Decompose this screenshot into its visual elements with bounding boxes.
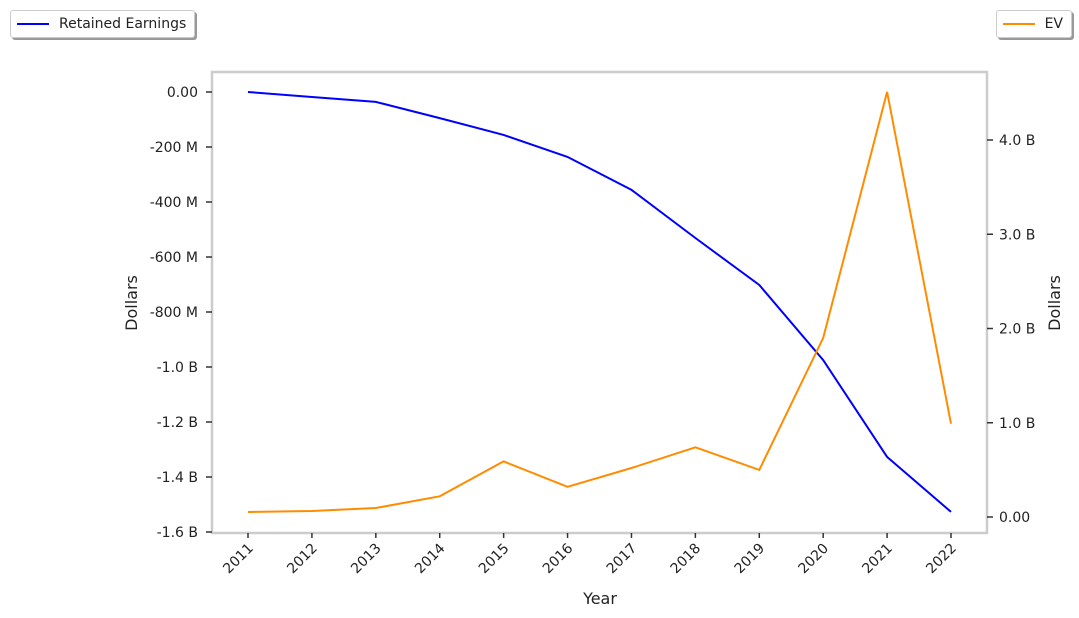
x-tick-label: 2022 [923, 541, 960, 578]
left-axis-label: Dollars [122, 275, 141, 331]
x-tick-label: 2015 [476, 541, 513, 578]
series-line-ev [247, 91, 952, 513]
left-tick-label: -1.0 B [157, 360, 198, 376]
x-tick-label: 2014 [412, 540, 449, 577]
right-tick-label: 0.00 [999, 510, 1030, 526]
x-tick-label: 2021 [859, 541, 896, 578]
right-tick-label: 3.0 B [999, 227, 1035, 243]
legend-ev: EV [995, 10, 1072, 38]
left-tick-label: -1.6 B [157, 525, 198, 541]
legend-label: EV [1044, 16, 1063, 32]
left-tick-label: -400 M [150, 195, 198, 211]
legend-swatch [17, 23, 49, 25]
x-tick-label: 2012 [284, 541, 321, 578]
x-tick-label: 2020 [795, 541, 832, 578]
right-tick-label: 2.0 B [999, 322, 1035, 338]
left-tick-label: -600 M [150, 250, 198, 266]
legend-swatch [1002, 23, 1035, 25]
x-tick-label: 2017 [604, 541, 641, 578]
series-line-retained-earnings [247, 91, 952, 513]
left-tick-label: -1.2 B [157, 415, 198, 431]
right-tick-label: 4.0 B [999, 133, 1035, 149]
x-tick-label: 2013 [348, 541, 385, 578]
x-tick-label: 2011 [220, 541, 257, 578]
right-axis-label: Dollars [1045, 275, 1064, 331]
left-tick-label: 0.00 [167, 85, 198, 101]
right-tick-label: 1.0 B [999, 416, 1035, 432]
x-tick-label: 2019 [732, 541, 769, 578]
x-axis-label: Year [582, 589, 617, 608]
x-tick-label: 2016 [540, 540, 577, 577]
plot-area [210, 70, 989, 535]
left-tick-label: -800 M [150, 305, 198, 321]
left-tick-label: -200 M [150, 140, 198, 156]
left-tick-label: -1.4 B [157, 470, 198, 486]
legend-retained-earnings: Retained Earnings [10, 10, 196, 38]
x-tick-label: 2018 [668, 541, 705, 578]
legend-label: Retained Earnings [59, 16, 187, 32]
